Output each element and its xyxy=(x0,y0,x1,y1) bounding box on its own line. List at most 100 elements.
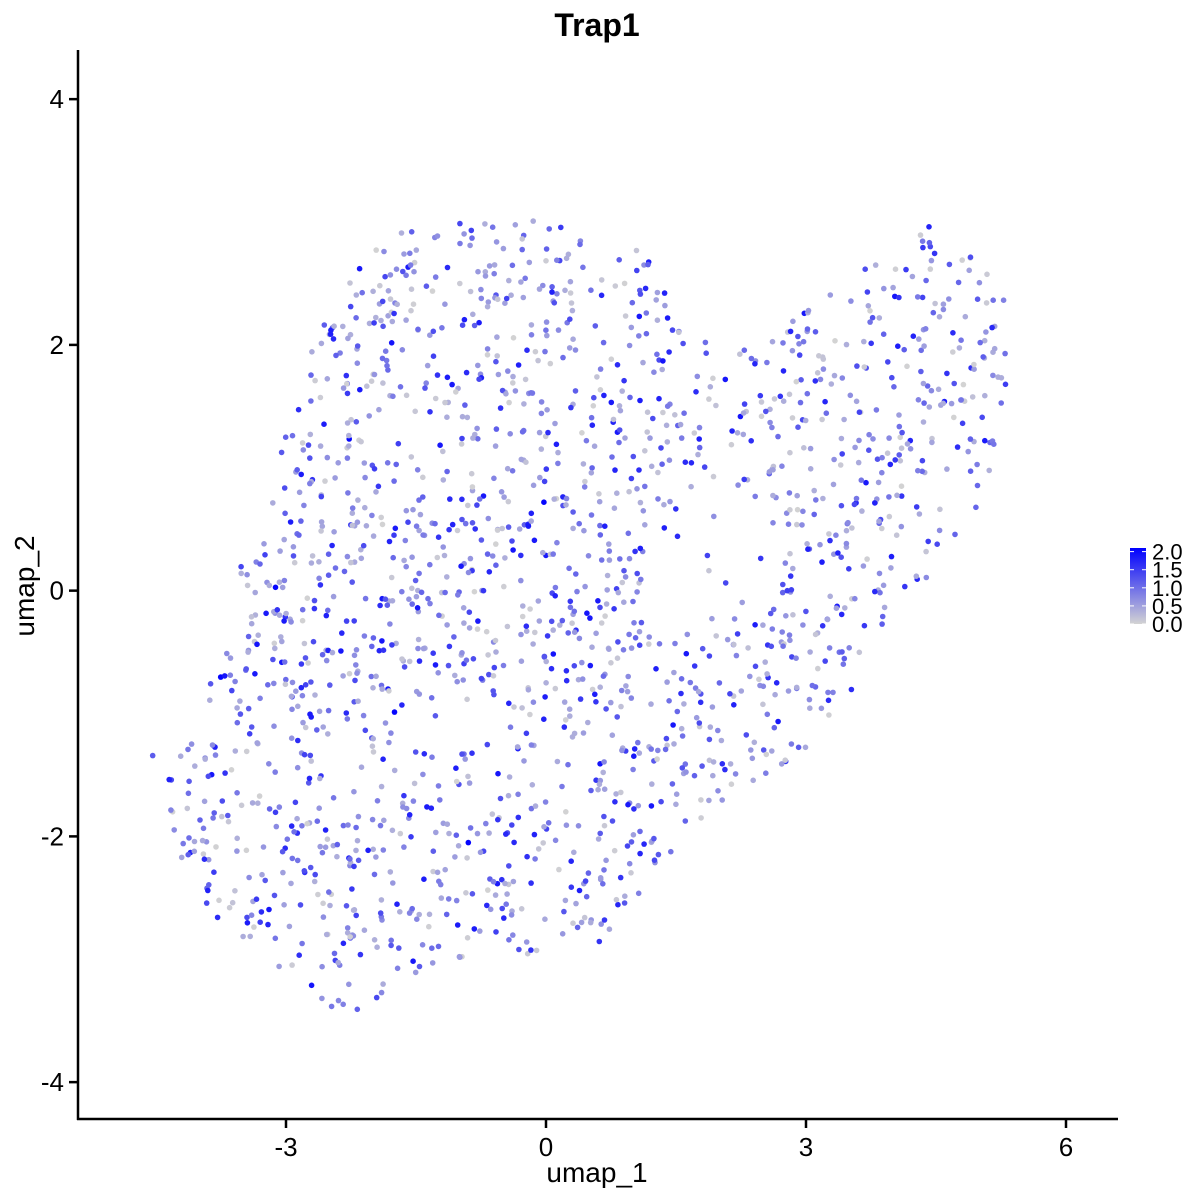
data-point xyxy=(446,643,453,650)
data-point xyxy=(636,467,642,473)
data-point xyxy=(490,878,497,885)
data-point xyxy=(354,360,361,367)
data-point xyxy=(628,645,635,651)
data-point xyxy=(224,650,230,657)
data-point xyxy=(293,688,299,694)
data-point xyxy=(263,610,269,617)
data-point xyxy=(382,720,389,726)
data-point xyxy=(767,610,774,617)
data-point xyxy=(385,288,392,294)
data-point xyxy=(620,647,627,653)
data-point xyxy=(876,570,883,577)
data-point xyxy=(873,407,880,413)
data-point xyxy=(453,389,459,395)
data-point xyxy=(532,629,538,636)
data-point xyxy=(544,332,550,339)
data-point xyxy=(959,420,966,427)
data-point xyxy=(343,903,350,909)
data-point xyxy=(582,878,589,884)
data-point xyxy=(598,921,604,927)
data-point xyxy=(401,664,408,670)
data-point xyxy=(529,782,536,788)
data-point xyxy=(563,809,569,815)
data-point xyxy=(475,362,481,369)
data-point xyxy=(471,322,478,329)
data-point xyxy=(403,563,410,570)
data-point xyxy=(835,550,841,556)
data-point xyxy=(853,398,860,405)
data-point xyxy=(597,830,603,837)
data-point xyxy=(950,349,956,355)
data-point xyxy=(588,787,594,794)
data-point xyxy=(321,322,328,328)
data-point xyxy=(880,331,887,338)
data-point xyxy=(528,805,535,812)
data-point xyxy=(254,800,261,806)
data-point xyxy=(787,637,793,644)
data-point xyxy=(937,506,943,513)
data-point xyxy=(278,449,285,456)
data-point xyxy=(921,343,927,349)
data-point xyxy=(377,282,383,289)
data-point xyxy=(432,713,439,719)
data-point xyxy=(803,608,809,615)
data-point xyxy=(329,542,335,549)
data-point xyxy=(566,706,573,712)
data-point xyxy=(756,676,762,683)
data-point xyxy=(614,714,620,720)
data-point xyxy=(787,550,793,557)
data-point xyxy=(246,874,252,881)
data-point xyxy=(840,661,847,667)
data-point xyxy=(408,454,415,460)
data-point xyxy=(492,892,499,898)
data-point xyxy=(382,273,388,280)
data-point xyxy=(626,555,633,562)
data-point xyxy=(812,329,819,335)
data-point xyxy=(446,830,452,837)
data-point xyxy=(913,573,920,579)
data-point xyxy=(666,457,673,464)
data-point xyxy=(967,254,974,260)
data-point xyxy=(597,387,604,393)
data-point xyxy=(380,756,386,762)
data-point xyxy=(559,617,566,624)
data-point xyxy=(875,479,882,486)
y-tick-label: -4 xyxy=(41,1067,64,1097)
data-point xyxy=(541,653,548,660)
data-point xyxy=(630,766,636,773)
data-point xyxy=(324,376,331,382)
data-point xyxy=(228,767,235,773)
data-point xyxy=(299,606,306,613)
data-point xyxy=(716,680,723,686)
data-point xyxy=(355,857,362,864)
data-point xyxy=(827,537,833,544)
data-point xyxy=(801,445,807,451)
data-point xyxy=(826,531,832,537)
data-point xyxy=(811,487,817,494)
data-point xyxy=(434,233,441,239)
data-point xyxy=(608,699,614,706)
data-point xyxy=(248,620,255,627)
data-point xyxy=(932,300,938,307)
data-point xyxy=(469,750,475,756)
data-point xyxy=(353,419,360,425)
data-point xyxy=(567,316,573,323)
data-point xyxy=(300,447,307,453)
data-point xyxy=(213,844,219,850)
data-point xyxy=(455,843,462,849)
data-point xyxy=(554,758,561,765)
data-point xyxy=(562,287,568,294)
data-point xyxy=(741,401,748,407)
data-point xyxy=(463,369,470,376)
data-point xyxy=(314,727,320,733)
data-point xyxy=(931,250,938,257)
data-point xyxy=(589,644,595,650)
data-point xyxy=(225,812,231,819)
data-point xyxy=(421,876,427,882)
data-point xyxy=(354,1006,361,1013)
data-point xyxy=(563,495,570,502)
data-point xyxy=(370,685,376,691)
data-point xyxy=(861,622,868,629)
legend-tick-label: 1.0 xyxy=(1152,576,1183,601)
data-point xyxy=(610,416,617,423)
